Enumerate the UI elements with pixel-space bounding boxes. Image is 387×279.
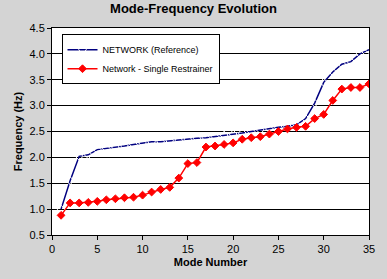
svg-text:15: 15 bbox=[182, 243, 194, 255]
svg-text:2.0: 2.0 bbox=[30, 151, 45, 163]
svg-text:4.5: 4.5 bbox=[30, 22, 45, 34]
svg-text:25: 25 bbox=[272, 243, 284, 255]
svg-text:10: 10 bbox=[136, 243, 148, 255]
svg-text:0.5: 0.5 bbox=[30, 229, 45, 241]
svg-text:3.0: 3.0 bbox=[30, 99, 45, 111]
svg-text:Mode Number: Mode Number bbox=[174, 256, 248, 268]
svg-text:5: 5 bbox=[94, 243, 100, 255]
svg-text:2.5: 2.5 bbox=[30, 125, 45, 137]
svg-text:30: 30 bbox=[318, 243, 330, 255]
svg-text:20: 20 bbox=[227, 243, 239, 255]
svg-text:3.5: 3.5 bbox=[30, 74, 45, 86]
svg-text:35: 35 bbox=[363, 243, 375, 255]
svg-text:Frequency (Hz): Frequency (Hz) bbox=[12, 91, 24, 171]
svg-text:Mode-Frequency Evolution: Mode-Frequency Evolution bbox=[110, 1, 277, 16]
svg-text:0: 0 bbox=[49, 243, 55, 255]
svg-text:NETWORK (Reference): NETWORK (Reference) bbox=[103, 45, 199, 55]
svg-text:1.5: 1.5 bbox=[30, 177, 45, 189]
svg-text:Network - Single Restrainer: Network - Single Restrainer bbox=[103, 64, 213, 74]
svg-text:1.0: 1.0 bbox=[30, 203, 45, 215]
svg-text:4.0: 4.0 bbox=[30, 48, 45, 60]
